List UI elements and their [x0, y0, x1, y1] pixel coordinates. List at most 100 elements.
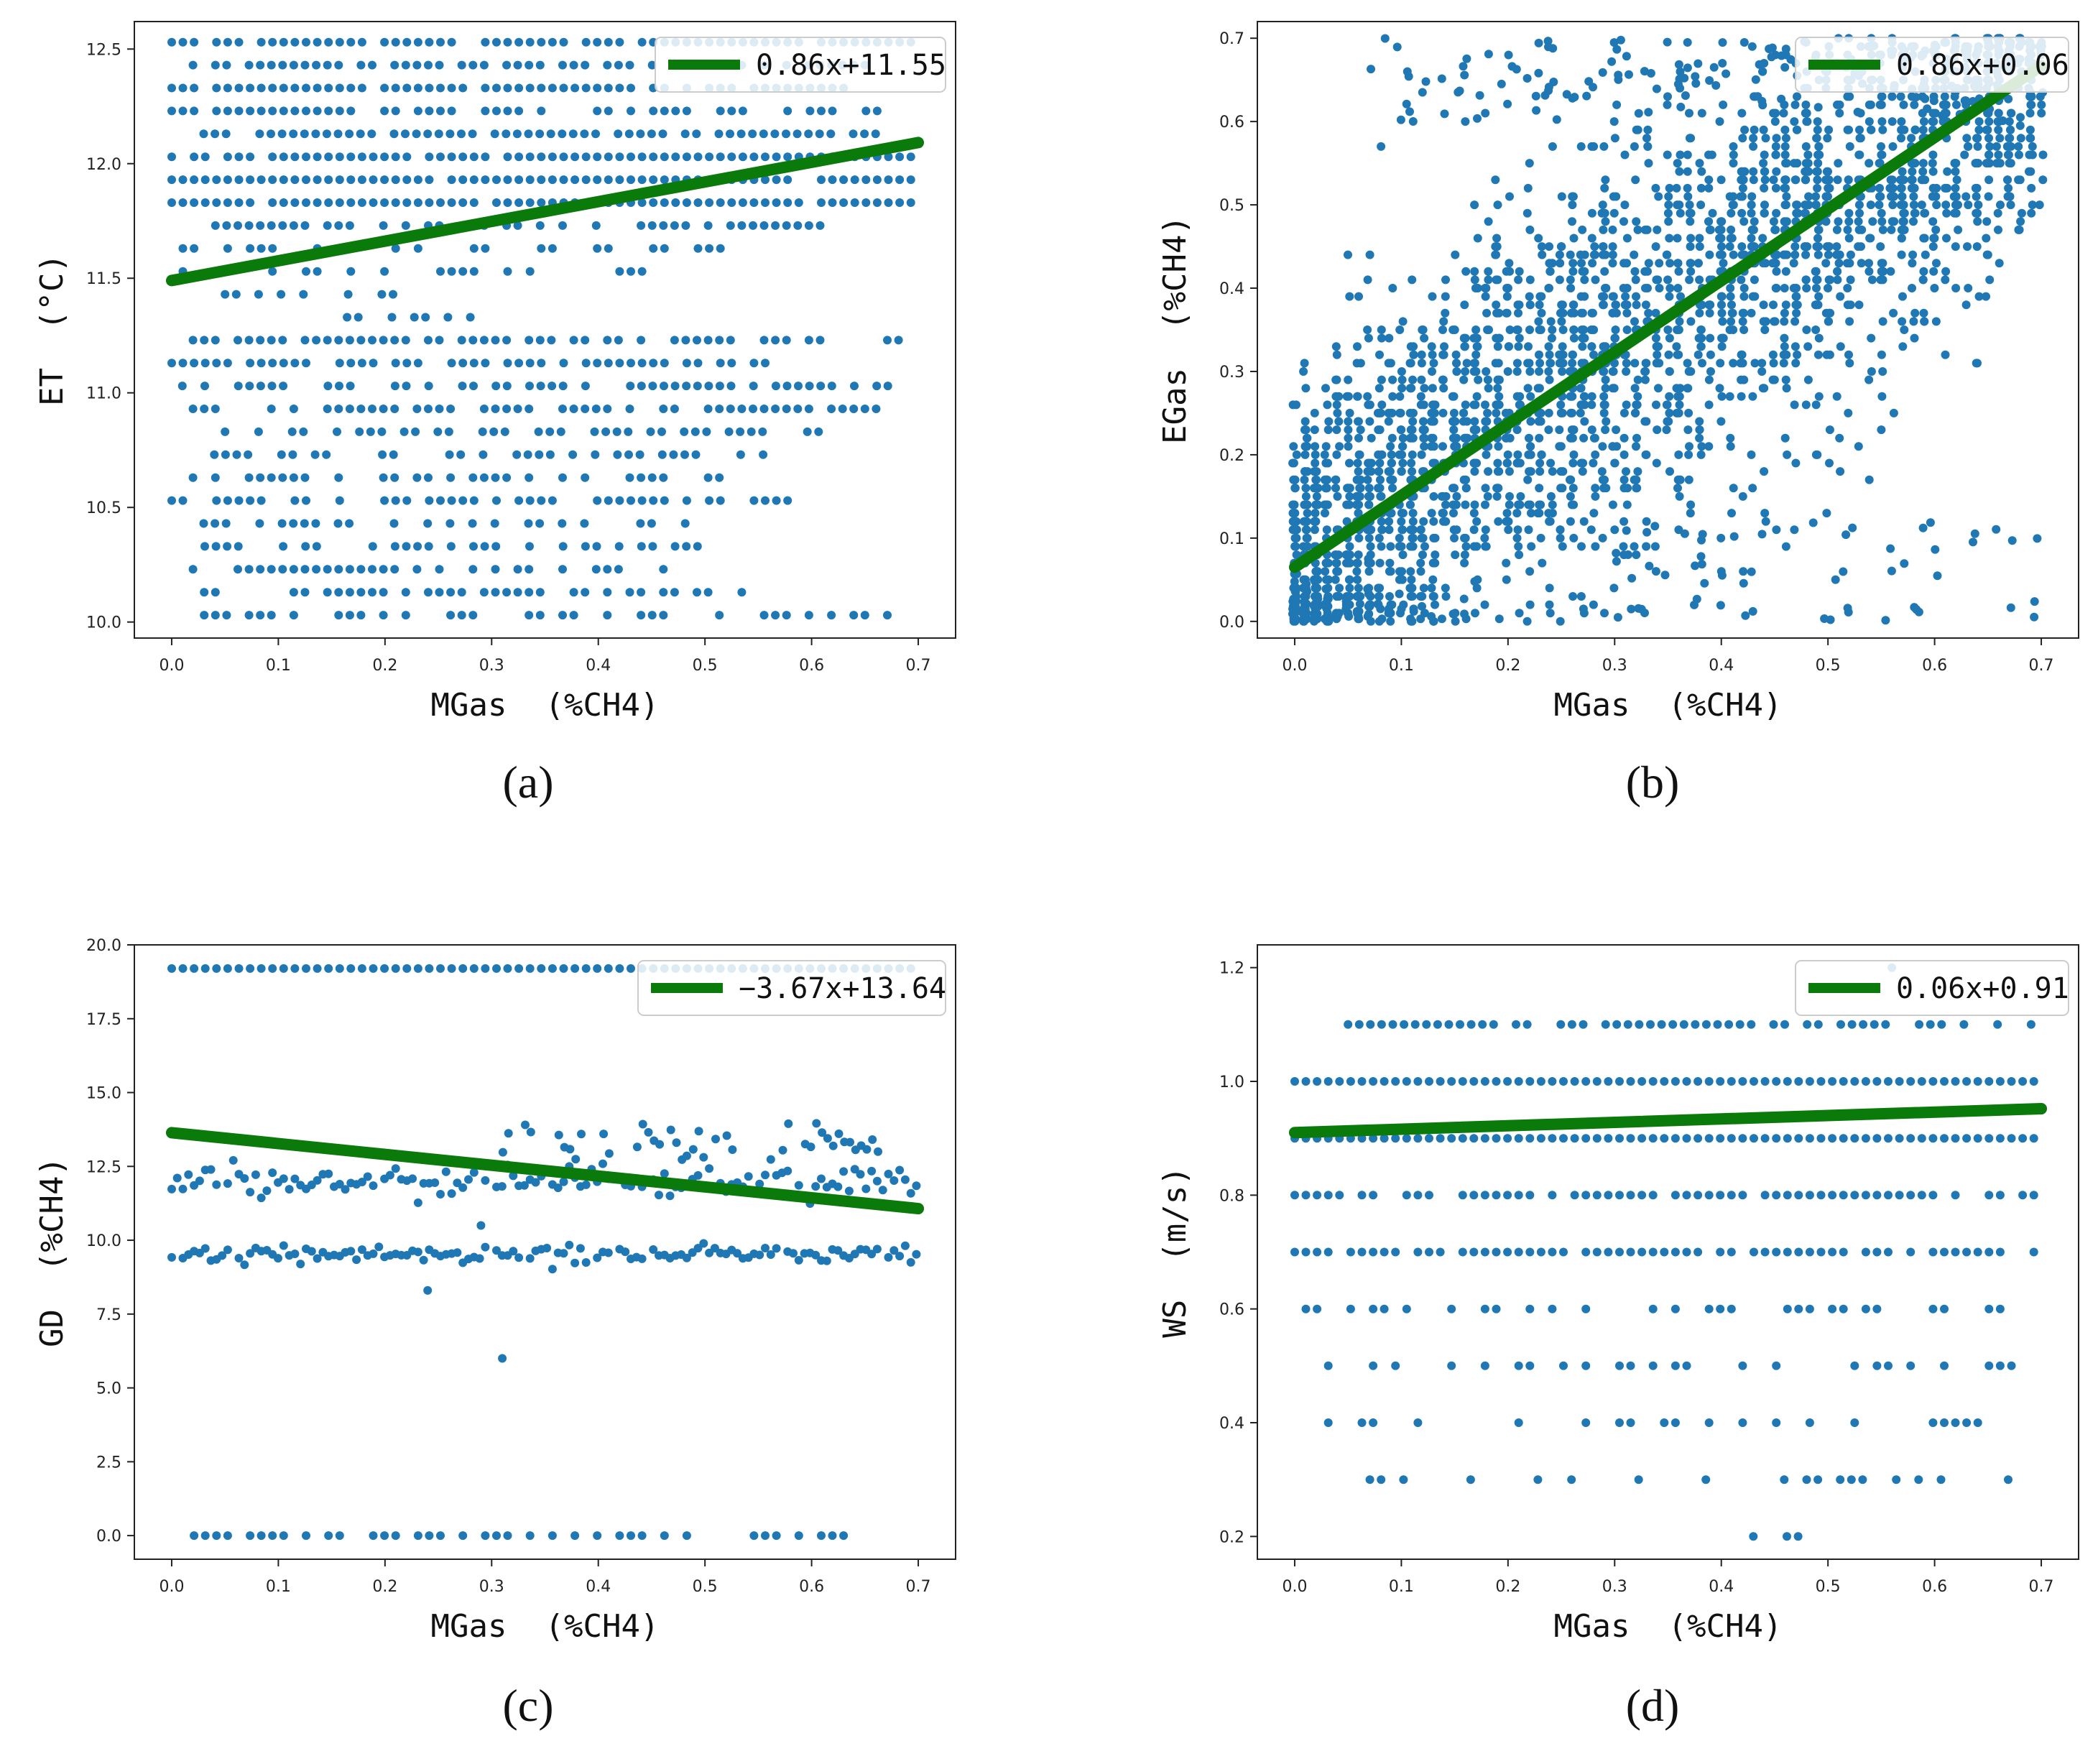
data-point [1395, 325, 1405, 334]
data-point [1534, 38, 1543, 47]
data-point [1704, 1418, 1714, 1427]
data-point [531, 1178, 540, 1187]
data-point [2029, 1134, 2038, 1143]
x-tick-label: 0.3 [479, 657, 504, 675]
data-point [1352, 475, 1362, 484]
data-point [402, 198, 412, 207]
data-point [1747, 242, 1756, 251]
data-point [1600, 183, 1609, 193]
data-point [1607, 57, 1617, 66]
data-point [190, 83, 199, 93]
data-point [1536, 417, 1545, 426]
data-point [1408, 375, 1418, 384]
data-point [1480, 1134, 1489, 1143]
data-point [1504, 50, 1513, 60]
data-point [1566, 392, 1576, 401]
data-point [1354, 509, 1363, 518]
data-point [1323, 500, 1332, 509]
data-point [1909, 192, 1918, 201]
data-point [1910, 333, 1919, 343]
data-point [251, 1170, 260, 1179]
data-point [1513, 325, 1522, 334]
data-point [1695, 159, 1704, 168]
data-point [1646, 1020, 1655, 1029]
data-point [413, 1198, 422, 1207]
data-point [793, 405, 803, 413]
data-point [1906, 1247, 1916, 1257]
data-point [1697, 108, 1706, 118]
data-point [1670, 1247, 1680, 1257]
data-point [1570, 93, 1579, 102]
data-point [1683, 359, 1692, 368]
data-point [603, 405, 612, 413]
data-point [1483, 408, 1492, 417]
data-point [1898, 342, 1908, 351]
data-point [693, 382, 702, 391]
data-point [1380, 1077, 1389, 1086]
data-point [627, 964, 635, 973]
data-point [1951, 242, 1960, 251]
data-point [1331, 342, 1341, 351]
x-tick-label: 0.4 [1709, 657, 1734, 675]
data-point [782, 405, 791, 413]
data-point [580, 519, 589, 528]
data-point [1592, 1191, 1602, 1200]
data-point [817, 1174, 826, 1183]
data-point [491, 588, 500, 597]
data-point [614, 565, 623, 574]
data-point [1428, 558, 1438, 568]
data-point [322, 450, 331, 459]
data-point [558, 519, 567, 528]
data-point [1803, 200, 1813, 210]
data-point [1653, 425, 1662, 435]
data-point [1708, 208, 1717, 218]
data-point [324, 1169, 333, 1178]
data-point [1783, 1134, 1792, 1143]
data-point [1548, 44, 1558, 53]
data-point [1821, 192, 1831, 201]
data-point [514, 175, 524, 185]
data-point [402, 152, 412, 162]
data-point [1812, 284, 1821, 292]
data-point [1299, 367, 1308, 376]
data-point [178, 198, 188, 207]
data-point [680, 129, 690, 139]
data-point [1526, 392, 1535, 401]
data-point [436, 267, 445, 276]
data-point [1729, 159, 1738, 168]
data-point [167, 198, 176, 207]
data-point [1726, 433, 1735, 443]
data-point [749, 198, 759, 207]
data-point [1738, 134, 1747, 143]
data-point [1460, 550, 1469, 560]
data-point [268, 964, 277, 973]
data-point [2015, 150, 2023, 160]
data-point [268, 106, 277, 116]
data-point [1844, 217, 1854, 226]
data-point [492, 1246, 501, 1255]
data-point [200, 542, 209, 551]
data-point [1397, 375, 1407, 384]
data-point [1354, 433, 1363, 443]
data-point [537, 106, 546, 116]
data-point [1397, 525, 1407, 535]
data-point [1590, 250, 1599, 259]
data-point [759, 221, 769, 230]
data-point [1770, 317, 1779, 326]
data-point [1469, 367, 1479, 376]
data-point [1845, 142, 1854, 151]
data-point [1556, 408, 1566, 417]
data-point [1846, 250, 1855, 259]
data-point [1726, 292, 1735, 301]
data-point [412, 565, 422, 574]
data-point [1514, 1247, 1523, 1257]
data-point [514, 83, 524, 93]
data-point [1469, 359, 1479, 368]
data-point [1683, 425, 1693, 435]
data-point [1470, 275, 1479, 285]
data-point [2037, 100, 2046, 109]
data-point [1420, 609, 1429, 618]
data-point [1620, 150, 1630, 160]
data-point [1431, 550, 1440, 560]
data-point [1831, 575, 1840, 584]
